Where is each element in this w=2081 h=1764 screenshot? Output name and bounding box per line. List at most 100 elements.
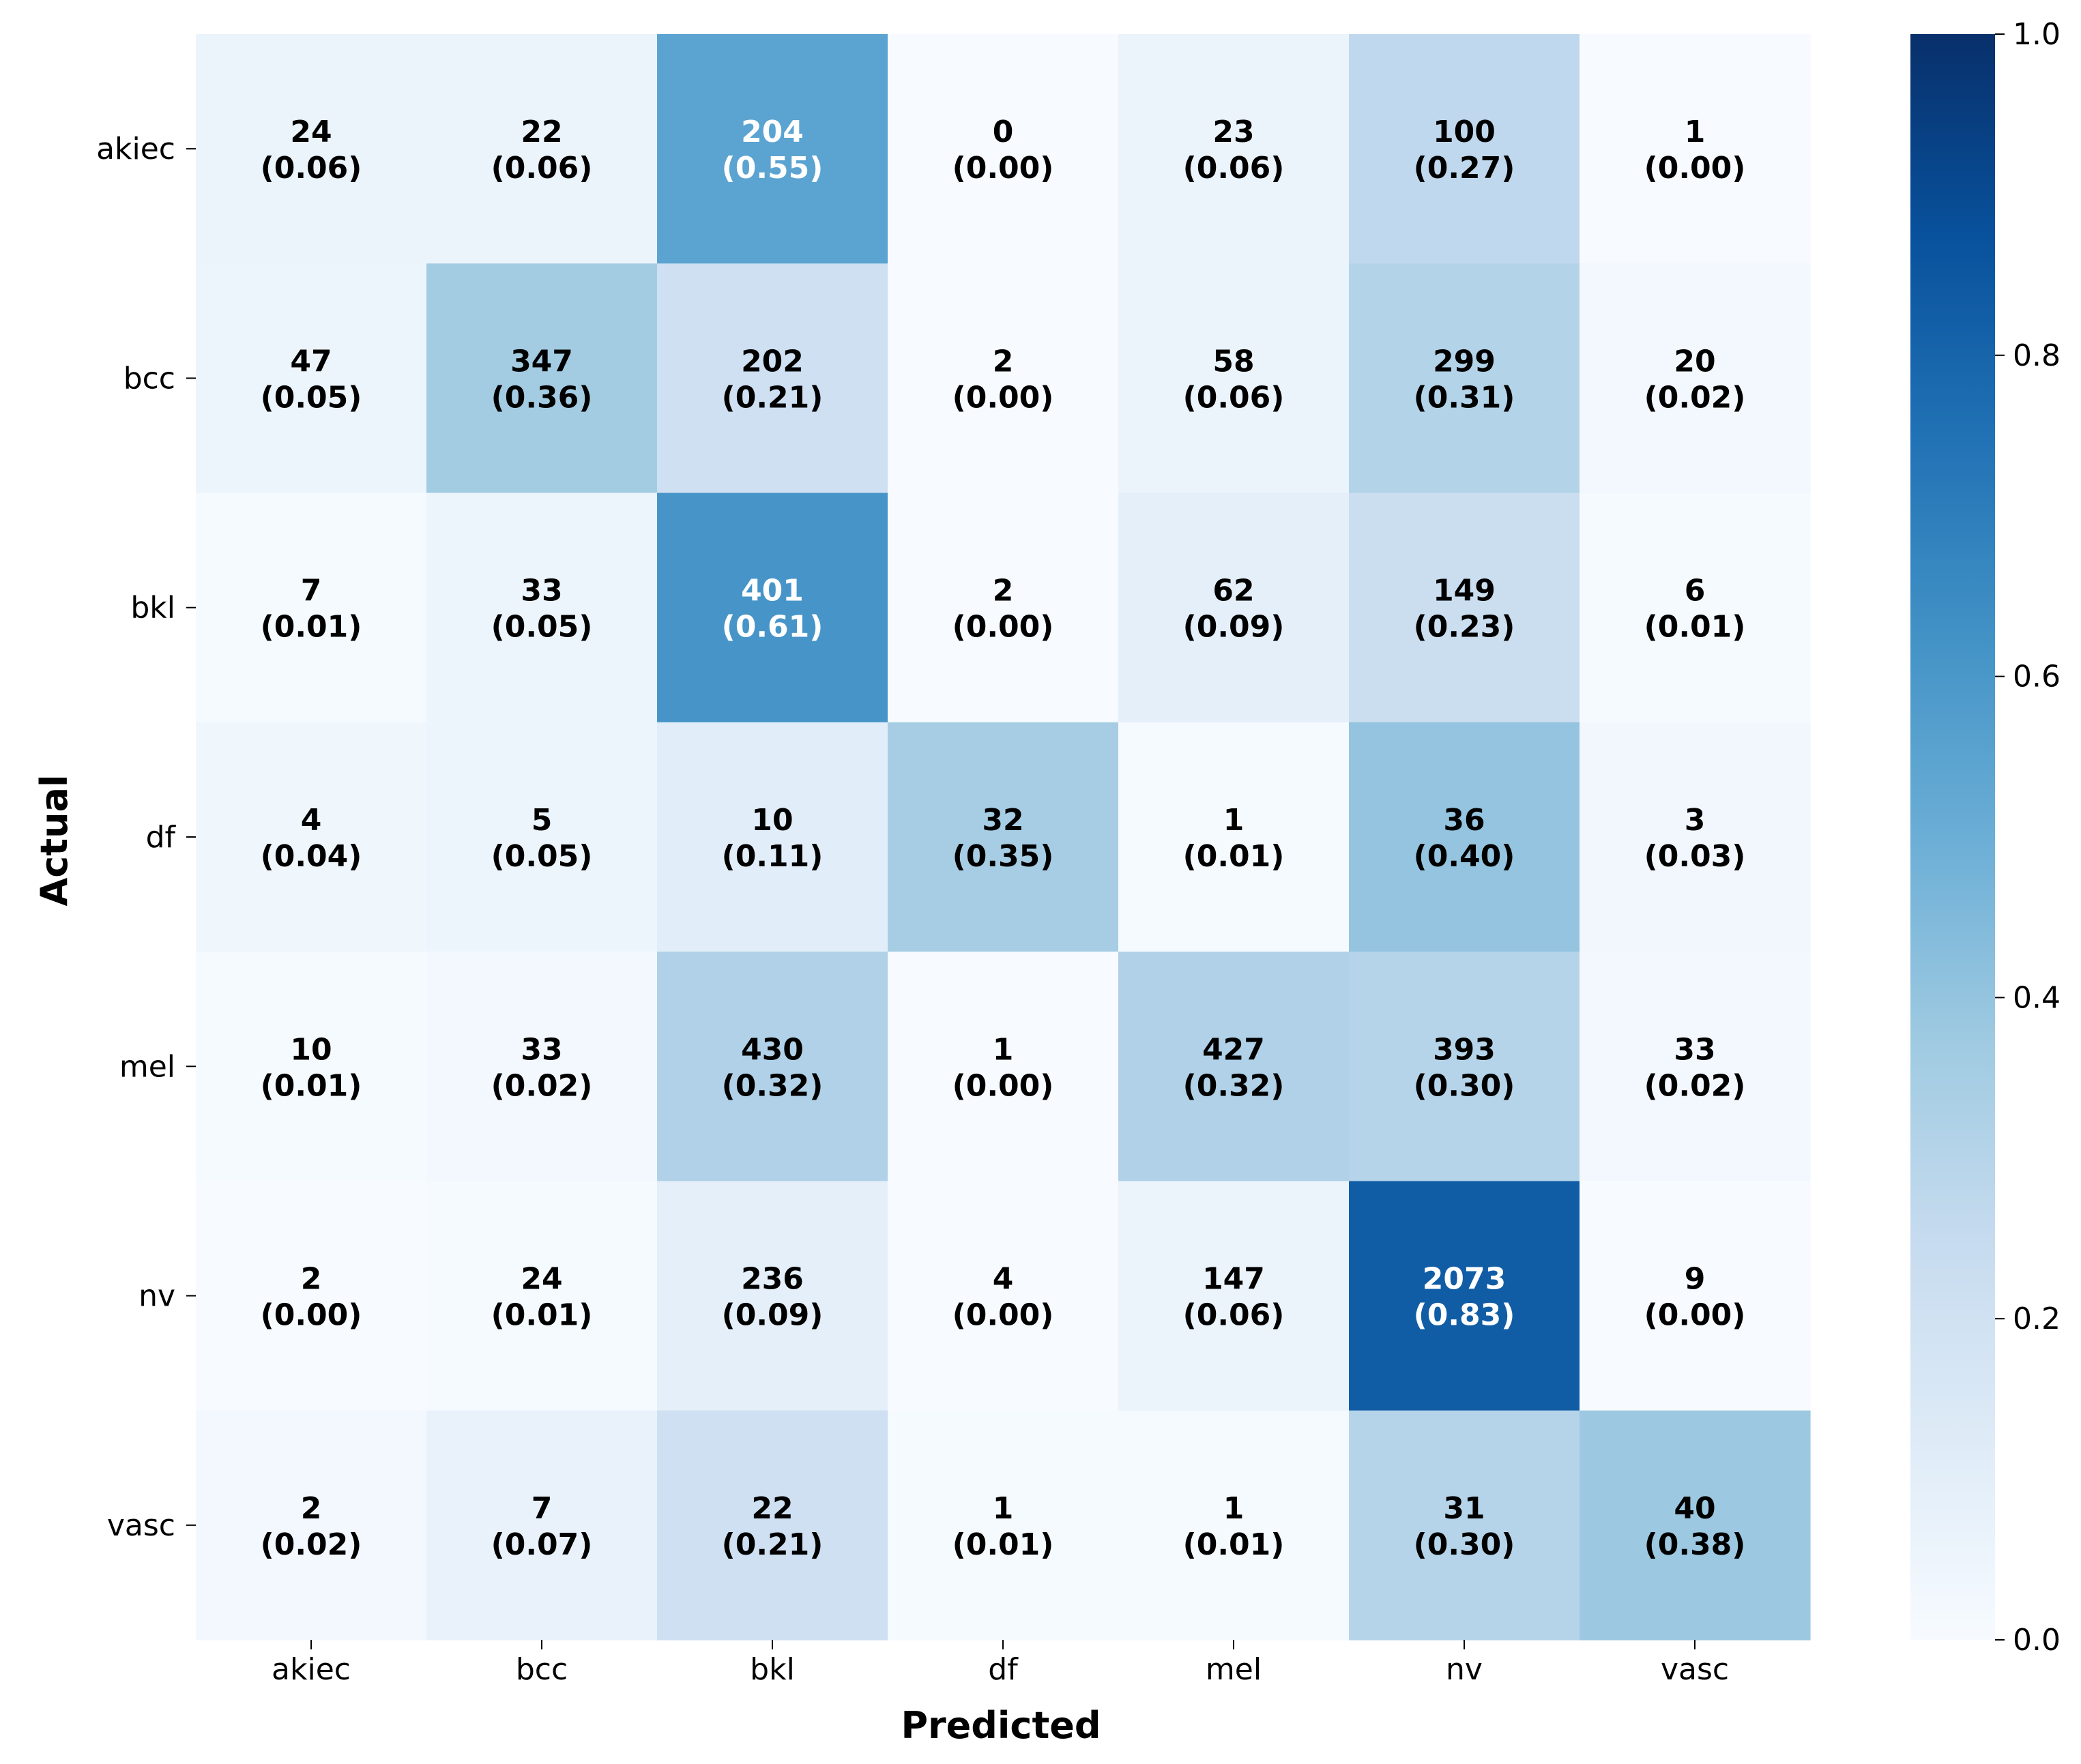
cell-count-label: 0	[993, 115, 1014, 149]
heatmap-cell	[657, 1181, 888, 1411]
colorbar-tick-label: 0.2	[2013, 1302, 2061, 1336]
cell-proportion-label: (0.06)	[1183, 380, 1285, 415]
cell-count-label: 36	[1443, 803, 1485, 838]
cell-count-label: 299	[1433, 344, 1496, 379]
colorbar-tick-label: 0.0	[2013, 1623, 2061, 1658]
heatmap-cell	[1118, 722, 1350, 952]
y-tick-label: akiec	[96, 132, 175, 166]
heatmap-cell	[1118, 34, 1350, 264]
cell-count-label: 430	[741, 1032, 804, 1067]
cell-count-label: 58	[1212, 344, 1254, 379]
heatmap-cell	[888, 493, 1119, 723]
heatmap-cell	[888, 34, 1119, 264]
heatmap-cell	[657, 722, 888, 952]
x-tick-label: bkl	[750, 1652, 795, 1687]
cell-proportion-label: (0.38)	[1644, 1527, 1746, 1562]
x-tick-label: df	[988, 1652, 1019, 1687]
heatmap-cell	[657, 952, 888, 1182]
cell-proportion-label: (0.02)	[491, 1068, 593, 1103]
heatmap-cell	[196, 722, 427, 952]
cell-labels: 24(0.06)22(0.06)204(0.55)0(0.00)23(0.06)…	[261, 115, 1746, 1562]
heatmap-cell	[657, 34, 888, 264]
cell-count-label: 3	[1685, 803, 1706, 838]
cell-count-label: 100	[1433, 115, 1496, 149]
heatmap-cell	[1349, 34, 1580, 264]
heatmap-cell	[196, 263, 427, 494]
cell-count-label: 31	[1443, 1491, 1485, 1526]
cell-proportion-label: (0.03)	[1644, 839, 1746, 874]
heatmap-cell	[888, 1410, 1119, 1641]
cell-count-label: 22	[751, 1491, 793, 1526]
heatmap-cell	[657, 1410, 888, 1641]
cell-proportion-label: (0.02)	[1644, 380, 1746, 415]
cell-count-label: 9	[1685, 1262, 1706, 1297]
cell-count-label: 2	[301, 1262, 322, 1297]
cell-proportion-label: (0.00)	[952, 610, 1054, 645]
cell-proportion-label: (0.05)	[261, 380, 362, 415]
y-tick-label: bcc	[123, 361, 175, 396]
heatmap-cells	[196, 34, 1811, 1641]
heatmap-cell	[1349, 1181, 1580, 1411]
cell-proportion-label: (0.36)	[491, 380, 593, 415]
heatmap-cell	[1580, 952, 1811, 1182]
x-tick-label: mel	[1206, 1652, 1262, 1687]
heatmap-cell	[1580, 1181, 1811, 1411]
heatmap-cell	[426, 34, 658, 264]
heatmap-cell	[196, 493, 427, 723]
heatmap-cell	[426, 1181, 658, 1411]
cell-proportion-label: (0.07)	[491, 1527, 593, 1562]
cell-count-label: 47	[290, 344, 332, 379]
heatmap-cell	[1349, 493, 1580, 723]
cell-count-label: 40	[1674, 1491, 1715, 1526]
cell-count-label: 1	[1685, 115, 1706, 149]
heatmap-cell	[196, 1181, 427, 1411]
cell-proportion-label: (0.06)	[1183, 151, 1285, 186]
y-axis: akiec bcc bkl df mel nv vasc	[96, 132, 196, 1543]
cell-count-label: 149	[1433, 574, 1496, 608]
cell-count-label: 147	[1202, 1262, 1265, 1297]
heatmap-cell	[1580, 722, 1811, 952]
cell-proportion-label: (0.01)	[1183, 1527, 1285, 1562]
x-tick-label: nv	[1446, 1652, 1483, 1687]
cell-count-label: 1	[993, 1032, 1014, 1067]
cell-proportion-label: (0.01)	[261, 1068, 362, 1103]
cell-count-label: 6	[1685, 574, 1706, 608]
cell-proportion-label: (0.01)	[1183, 839, 1285, 874]
cell-proportion-label: (0.01)	[261, 610, 362, 645]
cell-proportion-label: (0.40)	[1414, 839, 1515, 874]
cell-count-label: 33	[521, 1032, 562, 1067]
heatmap-cell	[888, 722, 1119, 952]
heatmap-cell	[1580, 34, 1811, 264]
cell-count-label: 2	[993, 344, 1014, 379]
y-axis-title: Actual	[33, 774, 76, 906]
heatmap-cell	[1580, 493, 1811, 723]
heatmap-cell	[426, 493, 658, 723]
cell-proportion-label: (0.05)	[491, 839, 593, 874]
colorbar-tick-label: 1.0	[2013, 17, 2061, 52]
cell-count-label: 62	[1212, 574, 1254, 608]
heatmap-cell	[888, 952, 1119, 1182]
x-tick-label: bcc	[516, 1652, 568, 1687]
cell-proportion-label: (0.01)	[491, 1298, 593, 1333]
cell-proportion-label: (0.00)	[952, 1298, 1054, 1333]
colorbar-tick-label: 0.8	[2013, 338, 2061, 373]
cell-count-label: 33	[1674, 1032, 1715, 1067]
x-axis-title: Predicted	[901, 1704, 1101, 1747]
y-tick-label: mel	[119, 1049, 175, 1084]
y-tick-label: bkl	[130, 591, 175, 626]
cell-count-label: 347	[510, 344, 573, 379]
heatmap-cell	[426, 263, 658, 494]
heatmap-cell	[1118, 493, 1350, 723]
cell-proportion-label: (0.06)	[1183, 1298, 1285, 1333]
cell-proportion-label: (0.00)	[261, 1298, 362, 1333]
cell-count-label: 202	[741, 344, 804, 379]
cell-proportion-label: (0.00)	[1644, 151, 1746, 186]
cell-count-label: 204	[741, 115, 804, 149]
colorbar-tick-label: 0.6	[2013, 660, 2061, 694]
cell-count-label: 10	[290, 1032, 332, 1067]
cell-proportion-label: (0.30)	[1414, 1068, 1515, 1103]
cell-count-label: 24	[521, 1262, 562, 1297]
cell-count-label: 1	[1223, 1491, 1245, 1526]
heatmap-cell	[196, 1410, 427, 1641]
